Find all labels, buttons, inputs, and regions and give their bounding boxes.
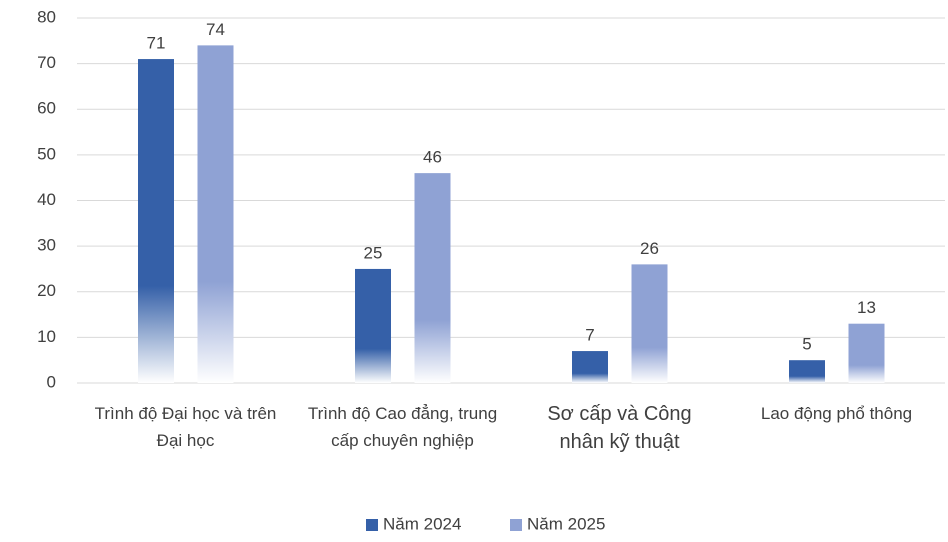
y-tick-label: 10 <box>37 327 56 346</box>
y-tick-label: 0 <box>47 372 56 391</box>
y-tick-label: 70 <box>37 53 56 72</box>
legend-label: Năm 2024 <box>383 514 461 533</box>
data-label: 71 <box>147 34 166 53</box>
data-label: 26 <box>640 239 659 258</box>
bar <box>631 264 668 383</box>
bar <box>848 323 885 383</box>
y-tick-label: 40 <box>37 190 56 209</box>
y-tick-label: 60 <box>37 99 56 118</box>
bar <box>572 351 608 383</box>
y-tick-label: 20 <box>37 281 56 300</box>
y-tick-label: 30 <box>37 236 56 255</box>
bar <box>789 360 825 383</box>
y-tick-label: 80 <box>37 7 56 26</box>
data-label: 13 <box>857 298 876 317</box>
x-tick-label: Trình độ Đại học và trên Đại học <box>94 404 277 450</box>
data-label: 25 <box>364 243 383 262</box>
data-label: 46 <box>423 148 442 167</box>
data-label: 7 <box>585 326 594 345</box>
x-tick-label: Trình độ Cao đẳng, trung cấp chuyên nghi… <box>307 404 498 450</box>
x-tick-label: Lao động phổ thông <box>760 404 913 423</box>
y-tick-label: 50 <box>37 144 56 163</box>
bar <box>414 173 451 383</box>
bar <box>138 59 174 383</box>
bar <box>355 268 391 383</box>
legend-label: Năm 2025 <box>527 514 605 533</box>
legend-swatch <box>366 519 378 531</box>
x-tick-label: Sơ cấp và Công nhân kỹ thuật <box>547 403 692 453</box>
data-label: 5 <box>802 335 811 354</box>
bar <box>197 45 234 383</box>
data-label: 74 <box>206 20 225 39</box>
legend-swatch <box>510 519 522 531</box>
